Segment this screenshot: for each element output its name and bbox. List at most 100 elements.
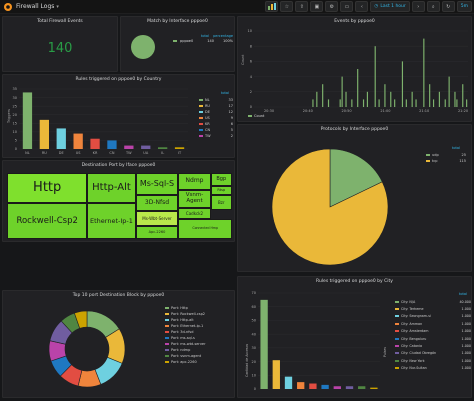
legend-name: City: Ciudad Obregón [401,351,437,356]
panel-title: Total Firewall Events [37,19,83,24]
legend-row[interactable]: City: Catania 1.000 [395,342,471,349]
time-forward-icon[interactable]: › [411,1,425,12]
legend-total: 1.000 [461,329,471,334]
x-tick-label: 21:10 [419,109,429,113]
save-icon[interactable]: ▣ [310,1,324,12]
dashboard-title[interactable]: Firewall Logs [16,3,55,10]
legend-total: 12 [228,110,233,114]
legend-row[interactable]: Port: ndmp [165,347,235,353]
legend-row[interactable]: City: Ciudad Obregón 1.000 [395,350,471,357]
legend-name: TW [205,134,211,138]
legend-row[interactable]: Port: ms-sql-s [165,335,235,341]
treemap-cell-rockwell-csp2: Rockwell-Csp2 [7,202,88,239]
pie-slice-pppoe0 [131,35,155,59]
city-bar [345,386,354,389]
time-back-icon[interactable]: ‹ [355,1,369,12]
y-tick-label: 10 [252,373,256,377]
event-bar [312,99,314,107]
event-bar [357,69,359,107]
treemap-cell-vsnm-agent: Vsnm-Agent [178,189,211,208]
legend-row[interactable]: Port: apc-2260 [165,359,235,365]
legend-row[interactable]: Port: ms-wbt-server [165,341,235,347]
legend-swatch [199,117,203,119]
city-bar [284,376,293,389]
star-icon[interactable]: ☆ [280,1,294,12]
add-panel-icon[interactable] [265,1,279,12]
dest-port-panel[interactable]: Destination Port by Iface pppoe0 Http Htt… [2,160,235,242]
total-events-panel[interactable]: Total Firewall Events 140 [2,16,118,72]
legend-name: DE [205,110,210,114]
protocols-panel[interactable]: Protocols by Interface pppoe0 total udp 2… [237,124,472,272]
legend-row[interactable]: City: Seongnam-si 1.000 [395,313,471,320]
y-tick-label: 30 [13,96,17,100]
legend-row[interactable]: udp 25 [426,152,466,158]
legend-row[interactable]: DE 12 [199,109,233,115]
legend-total: 1.000 [461,336,471,341]
legend-name: Port: Http [171,306,188,310]
legend-row[interactable]: TW 2 [199,133,233,139]
legend-swatch [165,361,169,363]
city-bar [297,382,305,389]
legend-name: City: Nur-Sultan [401,366,427,371]
legend-total: 25 [461,153,466,157]
legend-row[interactable]: NL 33 [199,97,233,103]
protocols-legend: udp 25 tcp 115 [426,152,466,164]
legend-row[interactable]: City: New York 1.000 [395,357,471,364]
top10-panel[interactable]: Top 10 port Destination Block by pppoe0 … [2,290,235,398]
x-tick-label: TW [125,151,132,155]
bar-nl [22,92,33,149]
legend-swatch [395,308,399,311]
match-iface-panel[interactable]: Match by Interface pppoe0 total percenta… [120,16,235,72]
legend-row[interactable]: City: Bengaluru 1.000 [395,335,471,342]
legend-row[interactable]: Port: Rockwell-csp2 [165,311,235,317]
legend-row[interactable]: KR 6 [199,121,233,127]
legend-row[interactable]: Port: 3d-nfsd [165,329,235,335]
legend-total: 9 [230,116,233,120]
share-icon[interactable]: ⇪ [295,1,309,12]
event-bar [345,91,347,107]
legend-header-percentage: percentage [213,34,233,38]
legend-row[interactable]: City: Terheme 1.000 [395,305,471,312]
legend-row[interactable]: Port: vsnm-agent [165,353,235,359]
legend-row[interactable]: Port: Http [165,305,235,311]
treemap-cell-ms-sql-s: Ms-Sql-S [135,173,179,196]
x-tick-label: 21:20 [458,109,468,113]
grafana-logo[interactable] [2,1,14,13]
time-picker[interactable]: ◷ Last 1 hour [370,1,410,12]
events-timeline-panel[interactable]: Events by pppoe0 0 2 4 6 8 10 20:30 20:40 20:50 2… [237,16,472,122]
legend-row[interactable]: City: N/A 40.000 [395,298,471,305]
x-tick-label: 20:30 [264,109,274,113]
rules-city-panel[interactable]: Rules triggered on pppoe0 by City 0 10 20 3… [237,276,472,398]
y-axis-label-left: Cantidad de Accesos [245,343,249,377]
legend-row[interactable]: Port: Ethernet-ip-1 [165,323,235,329]
zoom-out-icon[interactable]: ⌕ [426,1,440,12]
legend-swatch [199,129,203,131]
treemap-cell-connected-hmp: Connected Hmp [178,219,232,239]
legend-swatch [248,115,252,117]
chevron-down-icon[interactable]: ▾ [56,3,59,10]
legend-row[interactable]: tcp 115 [426,158,466,164]
settings-icon[interactable]: ⚙ [325,1,339,12]
treemap-cell-rtsp: Rtsp [210,186,232,196]
tv-mode-icon[interactable]: ▭ [340,1,354,12]
treemap-cell-bzr: Bzr [210,195,232,210]
legend-swatch [165,343,169,345]
legend-row[interactable]: CN 5 [199,127,233,133]
legend-row[interactable]: City: Nur-Sultan 1.000 [395,365,471,372]
legend-row[interactable]: RU 17 [199,103,233,109]
y-tick-label: 0 [250,105,252,109]
legend-row[interactable]: Port: Http-alt [165,317,235,323]
legend-name: City: New York [401,358,425,363]
refresh-interval[interactable]: 5m [456,1,472,12]
legend-swatch [395,345,399,348]
rules-country-panel[interactable]: Rules triggered on pppoe0 by Country 0 5 1… [2,74,235,158]
legend-row[interactable]: City: Amsterdam 1.000 [395,328,471,335]
event-bar [341,76,343,107]
legend-row[interactable]: US 9 [199,115,233,121]
refresh-icon[interactable]: ↻ [441,1,455,12]
legend-row[interactable]: City: Amman 1.000 [395,320,471,327]
event-bar [362,99,365,107]
city-bar [309,383,317,389]
pie-slice-udp [329,148,383,208]
city-legend: City: N/A 40.000 City: Terheme 1.000 City: S… [395,298,471,372]
